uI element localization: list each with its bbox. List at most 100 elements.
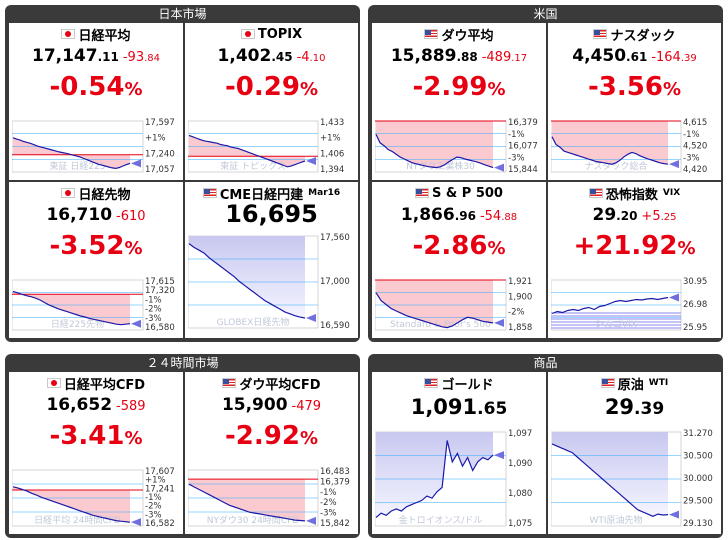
jp-flag-icon [61, 188, 76, 198]
card-name: 原油 [617, 377, 644, 393]
chart-loss-area [376, 280, 493, 328]
chart-last-marker [131, 319, 141, 328]
chart-axis-label: +1% [145, 134, 166, 144]
section-title: 商品 [533, 356, 558, 370]
chart-watermark: 日経225先物 [51, 318, 104, 330]
chart-axis-label: 16,582 [145, 519, 175, 529]
chart-axis-label: 30.95 [683, 277, 707, 287]
market-card-nikkei-cfd[interactable]: 日経平均CFD 16,652 -589 -3.41% 日経平均 24時間CFD 17,60… [9, 372, 183, 534]
price-line: 17,147.11 -93.84 [9, 46, 183, 68]
price-int: 17,147 [31, 46, 98, 66]
price-int: 4,450 [572, 46, 627, 66]
card-name: 日経先物 [78, 187, 131, 203]
chart-series-line [551, 296, 669, 315]
price-value: 17,147.11 [32, 46, 119, 66]
card-name: ダウ平均CFD [239, 377, 321, 393]
percent-value: +21.92 [573, 231, 678, 261]
price-change: -610 [116, 209, 146, 224]
section-title: 米国 [533, 7, 558, 21]
price-value: 15,889.88 [391, 46, 478, 66]
chart-axis-label: -1% [683, 130, 700, 140]
chart-axis-label: 1,406 [320, 149, 344, 159]
percent-unit: % [677, 238, 696, 259]
card-name: CME日経円建 [219, 187, 304, 203]
chart-last-marker [669, 293, 679, 302]
market-card-vix[interactable]: 恐怖指数 VIX 29.20 +5.25 +21.92% シカゴVIX 30.95 26.98… [548, 182, 721, 338]
change-decimal: .17 [511, 53, 528, 64]
price-line: 15,889.88 -489.17 [372, 46, 546, 68]
chart-area-wrap: NYダウ工業株30 16,379 -1% 16,077 -3% 15,844 [375, 115, 544, 178]
price-chart: NYダウ工業株30 16,379 -1% 16,077-3% 15,844 [375, 118, 538, 175]
chart-last-marker [494, 451, 504, 460]
market-card-oil[interactable]: 原油 WTI 29.39 WTI原油先物 31.270 30.500 30.000 29.50… [548, 372, 721, 534]
commodity-price: 1,091.65 [372, 395, 546, 419]
percent-value: -3.41 [49, 421, 125, 451]
us-flag-icon [202, 188, 217, 198]
chart-axis-label: 1,097 [508, 429, 532, 439]
market-card-dow[interactable]: ダウ平均 15,889.88 -489.17 -2.99% NYダウ工業株30 16,37… [372, 23, 546, 180]
chart-axis-label: -1% [145, 295, 162, 305]
price-value: 1,402.45 [218, 46, 293, 66]
chart-axis-label: 17,607 [145, 467, 175, 477]
chart-area-wrap: 東証 トピックス 1,433 +1% 1,406 1,394 [188, 115, 356, 178]
price-chart: ナスダック総合 4,615 -1% 4,520-3% 4,420 [551, 118, 707, 175]
chart-watermark: シカゴVIX [595, 318, 637, 330]
market-card-nasdaq[interactable]: ナスダック 4,450.61 -164.39 -3.56% ナスダック総合 4,615 -1… [548, 23, 721, 180]
market-card-nikkei[interactable]: 日経平均 17,147.11 -93.84 -0.54% 東証 日経225 17,597 +… [9, 23, 183, 180]
price-decimal: .96 [454, 209, 476, 223]
price-value: 4,450.61 [572, 46, 647, 66]
price-decimal: .20 [616, 209, 638, 223]
chart-axis-label: 1,900 [508, 292, 532, 302]
chart-axis-label: 17,000 [320, 277, 350, 287]
percent-change: +21.92% [548, 231, 721, 267]
chart-axis-label: 29.130 [683, 519, 713, 529]
chart-axis-label: 4,520 [683, 142, 707, 152]
percent-unit: % [487, 238, 506, 259]
dollar-price: ドル建16,695 [185, 336, 358, 338]
price-line: 1,866.96 -54.88 [372, 205, 546, 227]
change-int: -54 [479, 209, 502, 224]
chart-area-wrap: GLOBEX日経先物 17,560 17,000 16,590 [187, 230, 356, 336]
chart-axis-label: 17,320 [145, 286, 175, 296]
chart-axis-label: 17,597 [145, 118, 175, 128]
chart-series-line [551, 443, 669, 517]
card-title: ナスダック [548, 24, 721, 44]
chart-area-wrap: NYダウ30 24時間CFD 16,483 16,379 -1% -2% -3% 15,84… [188, 464, 356, 532]
chart-series-line [12, 290, 131, 326]
card-name: 恐怖指数 [605, 187, 658, 203]
percent-unit: % [124, 79, 143, 100]
commodity-price-decimal: .39 [634, 399, 665, 419]
percent-unit: % [124, 238, 143, 259]
chart-loss-area [189, 135, 305, 167]
chart-axis-label: 17,615 [145, 277, 175, 287]
chart-loss-area [552, 121, 668, 165]
commodity-price-int: 1,091 [410, 395, 478, 419]
percent-unit: % [487, 79, 506, 100]
price-int: 29 [592, 205, 617, 225]
us-flag-icon [593, 29, 608, 39]
market-card-nikkei-futures[interactable]: 日経先物 16,710 -610 -3.52% 日経225先物 17,615 17,320-… [9, 182, 183, 338]
chart-last-marker [306, 157, 316, 166]
market-card-gold[interactable]: ゴールド 1,091.65 金トロイオンス/ドル 1,097 1,090 1,080 1,0… [372, 372, 546, 534]
chart-watermark: ナスダック総合 [584, 160, 647, 172]
percent-change: -0.54% [9, 72, 183, 108]
market-card-topix[interactable]: TOPIX 1,402.45 -4.10 -0.29% 東証 トピックス 1,433 +1%… [185, 23, 358, 180]
price-line: 1,402.45 -4.10 [185, 46, 358, 68]
chart-watermark: Standard & Poor's 500 [390, 320, 491, 330]
chart-watermark: WTI原油先物 [589, 514, 642, 526]
chart-axis-label: -3% [320, 509, 337, 519]
price-chart: WTI原油先物 31.270 30.500 30.000 29.500 29.130 [550, 429, 713, 529]
percent-change: -3.52% [9, 231, 183, 267]
change-int: -489 [481, 50, 512, 65]
price-change: -479 [292, 399, 322, 414]
change-decimal: .88 [501, 212, 518, 223]
market-card-dow-cfd[interactable]: ダウ平均CFD 15,900 -479 -2.92% NYダウ30 24時間CFD 16,… [185, 372, 358, 534]
chart-watermark: 金トロイオンス/ドル [399, 514, 483, 526]
chart-series-line [375, 292, 494, 329]
chart-series-line [375, 134, 494, 169]
market-card-cme-nikkei[interactable]: CME日経円建 Mar16 16,695 GLOBEX日経先物 17,560 17,000… [185, 182, 358, 338]
chart-axis-label: 16,379 [320, 477, 350, 487]
market-card-sp500[interactable]: S & P 500 1,866.96 -54.88 -2.86% Standard & … [372, 182, 546, 338]
price-change: -4.10 [297, 50, 326, 65]
chart-series-line [188, 243, 306, 319]
